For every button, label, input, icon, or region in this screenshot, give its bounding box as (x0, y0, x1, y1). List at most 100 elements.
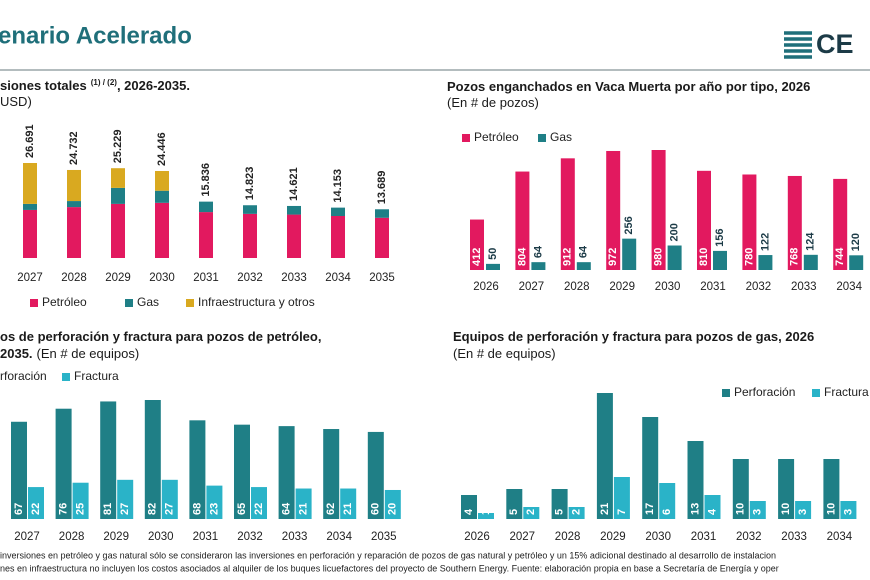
subtitle-text: (En # de pozos) (447, 95, 539, 110)
value-label: 21 (342, 503, 354, 515)
value-label: 64 (578, 245, 590, 258)
footnote: inversiones en petróleo y gas natural só… (0, 550, 776, 560)
x-tick-label: 2028 (564, 281, 590, 293)
title-text: siones totales (0, 78, 87, 93)
value-label: 6 (661, 509, 673, 515)
x-tick-label: 2028 (61, 272, 87, 284)
value-label: 5 (508, 509, 520, 515)
x-tick-label: 2035 (369, 272, 395, 284)
value-label: 412 (471, 248, 483, 266)
bar-segment (23, 204, 37, 210)
value-label: 1 (480, 509, 492, 515)
title-text: Pozos enganchados en Vaca Muerta por año… (447, 79, 810, 94)
legend-label: Fractura (824, 385, 869, 399)
value-label: 50 (487, 248, 499, 260)
total-label: 14.153 (332, 169, 344, 203)
bar-segment (243, 205, 257, 214)
x-tick-label: 2031 (193, 272, 219, 284)
bar-segment (331, 208, 345, 216)
value-label: 60 (370, 503, 382, 515)
value-label: 2 (571, 509, 583, 515)
chart-title: os de perforación y fractura para pozos … (0, 329, 321, 344)
x-tick-label: 2030 (645, 531, 671, 543)
value-label: 804 (516, 247, 528, 266)
legend-label: rforación (0, 369, 47, 383)
value-label: 7 (616, 509, 628, 515)
value-label: 27 (164, 503, 176, 515)
value-label: 82 (147, 503, 159, 515)
value-label: 156 (714, 229, 726, 247)
legend-label: Perforación (734, 385, 795, 399)
bar-segment (199, 202, 213, 212)
value-label: 3 (842, 509, 854, 515)
value-label: 4 (706, 508, 718, 515)
value-label: 780 (743, 248, 755, 266)
value-label: 67 (13, 503, 25, 515)
value-label: 25 (75, 503, 87, 515)
logo-text: CE (816, 29, 854, 59)
value-label: 65 (236, 503, 248, 515)
slide-title: enario Acelerado (0, 22, 192, 49)
x-tick-label: 2026 (473, 281, 499, 293)
bar-segment (243, 214, 257, 258)
subtitle-text: (En # de equipos) (453, 346, 556, 361)
x-tick-label: 2026 (464, 531, 490, 543)
bar-segment (67, 170, 81, 201)
value-label: 744 (834, 247, 846, 266)
value-label: 122 (759, 233, 771, 251)
bar-segment (331, 216, 345, 258)
bar-segment (67, 207, 81, 258)
x-tick-label: 2028 (555, 531, 581, 543)
subtitle-text: (En # de equipos) (37, 346, 140, 361)
value-label: 64 (532, 245, 544, 258)
x-tick-label: 2035 (371, 531, 397, 543)
value-label: 17 (644, 503, 656, 515)
bar (577, 262, 591, 270)
x-tick-label: 2033 (282, 531, 308, 543)
footnote: nes en infraestructura no incluyen los c… (0, 563, 779, 573)
legend-label: Fractura (74, 369, 119, 383)
legend-label: Petróleo (42, 295, 87, 309)
bar-segment (111, 188, 125, 204)
value-label: 27 (119, 503, 131, 515)
total-label: 14.823 (244, 167, 256, 201)
x-tick-label: 2027 (14, 531, 40, 543)
value-label: 980 (653, 248, 665, 266)
value-label: 4 (463, 508, 475, 515)
x-tick-label: 2030 (149, 272, 175, 284)
value-label: 22 (30, 503, 42, 515)
total-label: 24.446 (156, 132, 168, 166)
total-label: 14.621 (288, 167, 300, 201)
bar (531, 262, 545, 270)
total-label: 13.689 (376, 171, 388, 205)
chart-subtitle: USD) (0, 94, 32, 109)
x-tick-label: 2034 (326, 531, 352, 543)
chart-subtitle: 2035.(En # de equipos) (0, 346, 139, 361)
legend-swatch (30, 299, 38, 307)
bar (597, 393, 613, 519)
x-tick-label: 2031 (193, 531, 219, 543)
bar-segment (23, 163, 37, 204)
x-tick-label: 2033 (281, 272, 307, 284)
value-label: 21 (599, 503, 611, 515)
x-tick-label: 2032 (237, 272, 263, 284)
bar-segment (199, 212, 213, 258)
value-label: 5 (554, 509, 566, 515)
bar-segment (375, 209, 389, 218)
x-tick-label: 2032 (746, 281, 772, 293)
bar (56, 409, 72, 519)
x-tick-label: 2027 (17, 272, 43, 284)
bar (622, 239, 636, 270)
bar-segment (111, 204, 125, 258)
bar-segment (155, 171, 169, 191)
legend-swatch (722, 389, 730, 397)
legend-swatch (538, 134, 546, 142)
value-label: 810 (698, 248, 710, 266)
value-label: 200 (669, 223, 681, 241)
legend-swatch (186, 299, 194, 307)
x-tick-label: 2031 (700, 281, 726, 293)
x-tick-label: 2034 (836, 281, 862, 293)
bar-segment (287, 215, 301, 258)
total-label: 26.691 (24, 124, 36, 158)
